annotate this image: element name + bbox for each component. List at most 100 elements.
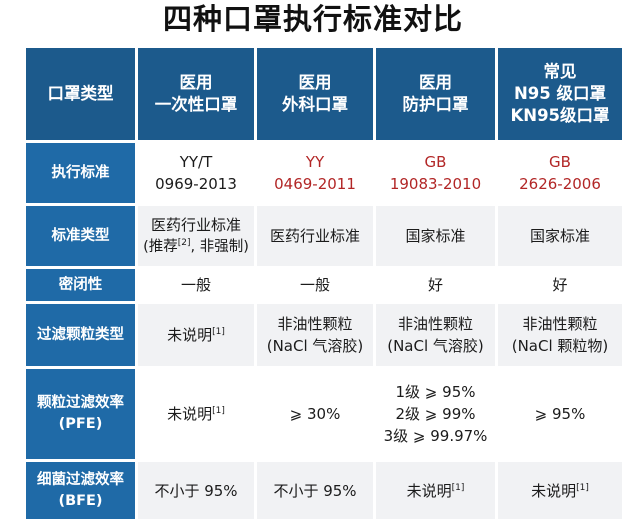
cell-text: 不小于 95% [273, 481, 357, 500]
page-title: 四种口罩执行标准对比 [162, 2, 463, 36]
cell-particle-type-protective: 非油性颗粒 (NaCl 气溶胶) [376, 304, 495, 366]
header-medical-protective: 医用 防护口罩 [376, 48, 495, 140]
cell-text: 好 [427, 276, 443, 294]
cell-text: YY/T [179, 153, 213, 171]
footnote-ref: [2] [177, 238, 191, 249]
cell-text: GB [424, 153, 447, 171]
row-header-bfe: 细菌过滤效率 (BFE) [26, 462, 135, 519]
cell-text: 一般 [299, 276, 330, 294]
row-label: 细菌过滤效率 [37, 471, 124, 488]
cell-seal-protective: 好 [376, 269, 495, 301]
row-label: (BFE) [58, 492, 103, 509]
cell-text: , 非强制) [190, 239, 249, 255]
footnote-ref: [1] [576, 482, 589, 493]
cell-standard-type-protective: 国家标准 [376, 206, 495, 266]
cell-standard-protective: GB 19083-2010 [376, 143, 495, 203]
header-line: 防护口罩 [402, 95, 469, 114]
row-label: 过滤颗粒类型 [37, 326, 124, 343]
cell-pfe-surgical: ⩾ 30% [257, 369, 373, 459]
cell-text: 医药行业标准 [150, 216, 241, 234]
header-label: 口罩类型 [47, 84, 114, 103]
cell-text: 一般 [180, 276, 211, 294]
cell-text: 医药行业标准 [269, 227, 360, 245]
header-common-n95: 常见 N95 级口罩 KN95级口罩 [498, 48, 622, 140]
cell-particle-type-surgical: 非油性颗粒 (NaCl 气溶胶) [257, 304, 373, 366]
cell-pfe-n95: ⩾ 95% [498, 369, 622, 459]
header-line: 医用 [298, 73, 332, 92]
row-label: 密闭性 [58, 276, 103, 293]
cell-text: 非油性颗粒 [522, 315, 598, 333]
cell-standard-disposable: YY/T 0969-2013 [138, 143, 254, 203]
row-header-standard: 执行标准 [26, 143, 135, 203]
cell-text: 未说明 [406, 481, 452, 500]
cell-text: GB [549, 153, 571, 171]
cell-pfe-protective: 1级 ⩾ 95% 2级 ⩾ 99% 3级 ⩾ 99.97% [376, 369, 495, 459]
row-header-seal: 密闭性 [26, 269, 135, 301]
cell-text: 未说明 [167, 405, 213, 423]
cell-text: 国家标准 [405, 227, 466, 245]
cell-standard-type-surgical: 医药行业标准 [257, 206, 373, 266]
cell-text: ⩾ 95% [534, 405, 586, 423]
row-label: (PFE) [58, 416, 103, 432]
footnote-ref: [1] [451, 482, 465, 493]
cell-text: 不小于 95% [154, 481, 238, 500]
cell-text: ⩾ 30% [289, 405, 341, 423]
row-label: 颗粒过滤效率 [37, 395, 124, 411]
header-medical-surgical: 医用 外科口罩 [257, 48, 373, 140]
header-line: 常见 [543, 62, 577, 81]
cell-particle-type-disposable: 未说明[1] [138, 304, 254, 366]
row-header-standard-type: 标准类型 [26, 206, 135, 266]
header-line: N95 级口罩 [513, 84, 606, 103]
cell-text: 国家标准 [529, 227, 590, 245]
cell-standard-n95: GB 2626-2006 [498, 143, 622, 203]
header-mask-type: 口罩类型 [26, 48, 135, 140]
cell-text: YY [305, 153, 325, 171]
cell-text: 非油性颗粒 [397, 315, 473, 333]
footnote-ref: [1] [212, 327, 225, 337]
cell-text-with-footnote: (推荐[2], 非强制) [143, 236, 249, 258]
cell-seal-disposable: 一般 [138, 269, 254, 301]
cell-text: 非油性颗粒 [277, 315, 353, 333]
cell-bfe-n95: 未说明[1] [498, 462, 622, 519]
header-line: KN95级口罩 [510, 106, 610, 125]
cell-standard-type-disposable: 医药行业标准 (推荐[2], 非强制) [138, 206, 254, 266]
row-header-pfe: 颗粒过滤效率 (PFE) [26, 369, 135, 459]
cell-text: 19083-2010 [389, 175, 482, 193]
cell-text: 未说明 [531, 481, 577, 500]
cell-standard-type-n95: 国家标准 [498, 206, 622, 266]
cell-seal-surgical: 一般 [257, 269, 373, 301]
cell-text: (NaCl 气溶胶) [387, 337, 484, 355]
cell-seal-n95: 好 [498, 269, 622, 301]
cell-text-with-footnote: 未说明[1] [167, 403, 225, 425]
cell-particle-type-n95: 非油性颗粒 (NaCl 颗粒物) [498, 304, 622, 366]
cell-text-with-footnote: 未说明[1] [531, 480, 589, 502]
cell-text: 2级 ⩾ 99% [395, 405, 476, 423]
cell-text: (NaCl 气溶胶) [266, 337, 364, 355]
cell-bfe-disposable: 不小于 95% [138, 462, 254, 519]
cell-text-with-footnote: 未说明[1] [407, 480, 465, 502]
header-medical-disposable: 医用 一次性口罩 [138, 48, 254, 140]
cell-text: (NaCl 颗粒物) [511, 337, 609, 355]
cell-text: 0969-2013 [155, 175, 237, 193]
cell-text: 好 [552, 276, 568, 294]
cell-text: 1级 ⩾ 95% [395, 383, 476, 401]
cell-text: 0469-2011 [274, 175, 356, 193]
header-line: 外科口罩 [282, 95, 348, 114]
cell-text: (推荐 [143, 239, 178, 255]
header-line: 医用 [179, 73, 213, 92]
row-label: 执行标准 [51, 164, 110, 181]
cell-standard-surgical: YY 0469-2011 [257, 143, 373, 203]
footnote-ref: [1] [212, 406, 225, 416]
row-label: 标准类型 [51, 227, 110, 244]
cell-text-with-footnote: 未说明[1] [167, 324, 225, 346]
header-line: 医用 [419, 73, 452, 92]
cell-text: 2626-2006 [519, 175, 601, 193]
cell-text: 未说明 [167, 326, 213, 344]
row-header-filter-particle-type: 过滤颗粒类型 [26, 304, 135, 366]
cell-bfe-surgical: 不小于 95% [257, 462, 373, 519]
header-line: 一次性口罩 [154, 95, 238, 114]
cell-text: 3级 ⩾ 99.97% [383, 427, 488, 445]
cell-pfe-disposable: 未说明[1] [138, 369, 254, 459]
cell-bfe-protective: 未说明[1] [376, 462, 495, 519]
comparison-table: 口罩类型 医用 一次性口罩 医用 外科口罩 医用 防护口罩 常见 N95 级口罩… [26, 48, 622, 519]
